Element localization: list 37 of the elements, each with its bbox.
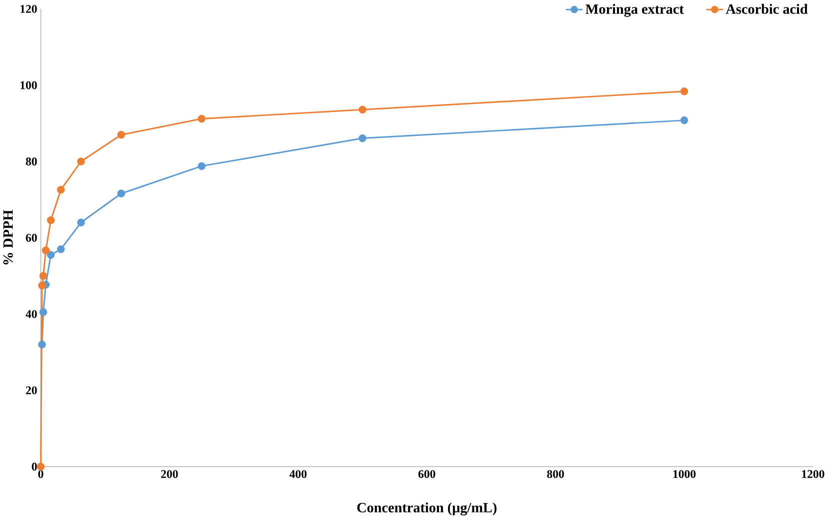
point	[38, 340, 46, 349]
point	[38, 282, 46, 290]
x-tick-label: 1200	[802, 470, 824, 478]
point	[56, 186, 65, 194]
y-axis-title: % DPPH	[3, 210, 13, 265]
x-tick-label: 1000	[673, 470, 696, 478]
point	[198, 115, 206, 123]
point	[117, 190, 126, 198]
x-tick-label: 400	[289, 470, 307, 478]
point	[56, 246, 65, 254]
point	[117, 131, 126, 139]
point	[358, 106, 366, 114]
point	[77, 218, 85, 227]
point	[39, 272, 48, 280]
legend-label: Ascorbic acid	[726, 4, 808, 14]
point	[39, 308, 48, 316]
y-tick-label: 0	[32, 462, 37, 471]
point	[680, 88, 688, 96]
point	[46, 251, 55, 259]
point	[42, 246, 50, 254]
point	[680, 116, 688, 124]
point	[358, 134, 366, 142]
point	[46, 216, 55, 224]
x-axis-title: Concentration (µg/mL)	[357, 502, 496, 516]
x-tick-label: 800	[547, 470, 564, 478]
point	[77, 158, 85, 166]
x-tick-label: 0	[38, 470, 44, 478]
y-tick-label: 100	[20, 81, 37, 90]
y-tick-label: 20	[26, 386, 37, 394]
legend-label: Moringa extract	[586, 4, 684, 18]
y-tick-label: 80	[26, 158, 37, 166]
y-tick-label: 40	[26, 310, 37, 318]
y-tick-label: 60	[26, 234, 37, 242]
x-tick-label: 200	[161, 470, 178, 478]
y-tick-label: 120	[20, 5, 37, 14]
point	[198, 162, 206, 170]
x-tick-label: 600	[418, 470, 436, 478]
